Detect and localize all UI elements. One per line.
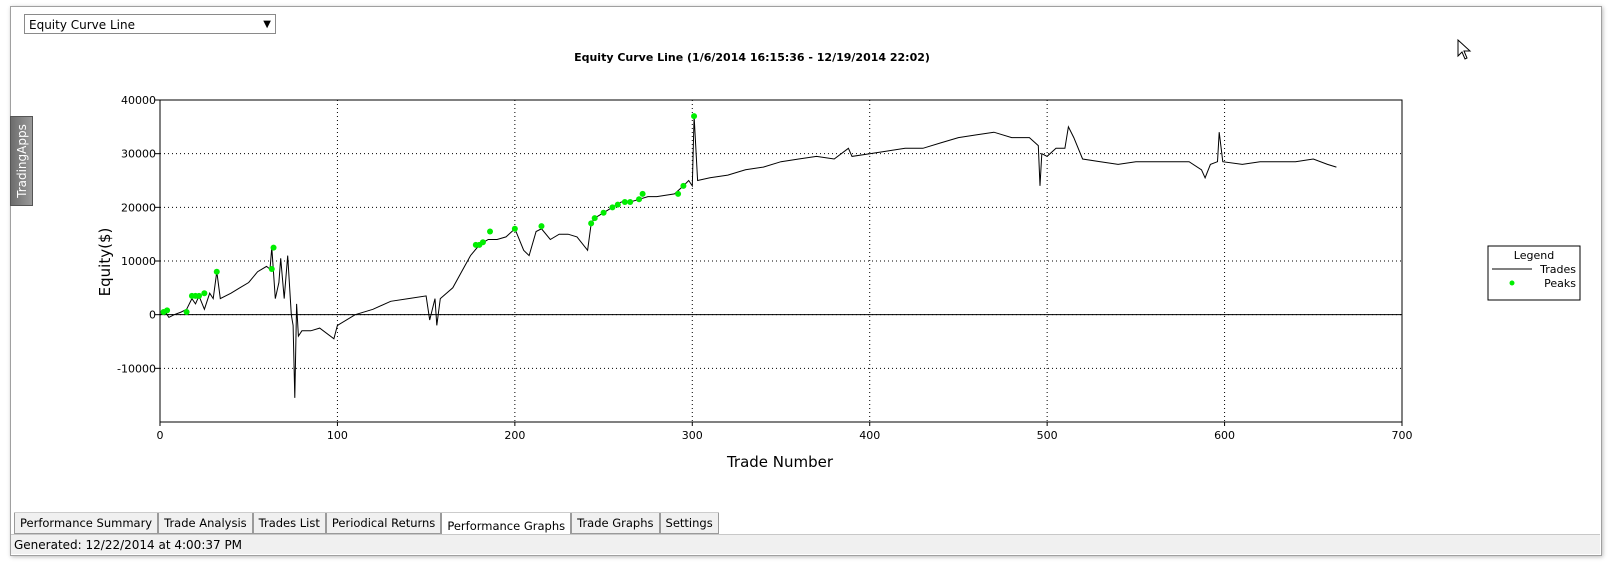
plot-frame	[159, 99, 1403, 423]
legend-title: Legend	[1514, 249, 1554, 262]
legend-box	[1487, 245, 1581, 301]
legend-label: Peaks	[1544, 277, 1576, 290]
peak-point	[588, 220, 595, 227]
side-tab[interactable]: TradingApps	[10, 116, 33, 206]
y-tick-label: 30000	[121, 148, 156, 161]
peak-point	[609, 204, 616, 211]
legend-label: Trades	[1539, 263, 1576, 276]
tab[interactable]: Performance Graphs	[441, 513, 572, 537]
y-tick-label: -10000	[117, 362, 156, 375]
x-tick-label: 200	[504, 429, 525, 442]
x-tick-label: 600	[1214, 429, 1235, 442]
peak-point	[201, 290, 208, 297]
x-tick-label: 0	[157, 429, 164, 442]
peak-point	[636, 196, 643, 203]
peak-point	[268, 266, 275, 273]
peak-point	[691, 113, 698, 120]
x-tick-label: 100	[327, 429, 348, 442]
peak-point	[270, 244, 277, 251]
legend-swatch	[1509, 280, 1515, 286]
y-tick-label: 20000	[121, 201, 156, 214]
x-axis-label: Trade Number	[726, 453, 834, 471]
peak-point	[538, 223, 545, 230]
x-tick-label: 300	[682, 429, 703, 442]
peak-point	[600, 209, 607, 216]
panel	[10, 6, 1602, 556]
x-tick-label: 500	[1037, 429, 1058, 442]
tab[interactable]: Trades List	[252, 513, 326, 534]
peak-point	[591, 215, 598, 222]
status-bar: Generated: 12/22/2014 at 4:00:37 PM	[11, 534, 1600, 554]
chart: Equity Curve Line (1/6/2014 16:15:36 - 1…	[96, 38, 1581, 471]
peak-point	[614, 201, 621, 208]
peak-point	[680, 182, 687, 189]
peak-point	[213, 268, 220, 275]
peak-point	[675, 190, 682, 197]
y-tick-label: 0	[149, 309, 156, 322]
peak-point	[196, 292, 203, 299]
status-text: Generated: 12/22/2014 at 4:00:37 PM	[14, 538, 243, 552]
peak-point	[621, 198, 628, 205]
x-tick-label: 700	[1392, 429, 1413, 442]
y-tick-label: 10000	[121, 255, 156, 268]
peak-point	[479, 239, 486, 246]
peak-point	[487, 228, 494, 235]
tab[interactable]: Settings	[659, 513, 719, 534]
peak-point	[627, 198, 634, 205]
select-text: Equity Curve Line	[29, 18, 135, 32]
tab[interactable]: Performance Summary	[14, 513, 159, 534]
equity-line	[159, 116, 1337, 398]
peak-point	[639, 190, 646, 197]
chart-select[interactable]: Equity Curve Line ▼	[24, 14, 276, 34]
peak-point	[511, 225, 518, 232]
peak-point	[164, 307, 171, 314]
x-tick-label: 400	[859, 429, 880, 442]
y-axis-label: Equity($)	[96, 228, 114, 297]
peak-point	[183, 308, 190, 315]
tab[interactable]: Trade Graphs	[571, 513, 660, 534]
chart-title: Equity Curve Line (1/6/2014 16:15:36 - 1…	[574, 51, 930, 64]
tab[interactable]: Trade Analysis	[158, 513, 253, 534]
y-tick-label: 40000	[121, 94, 156, 107]
tab-bar: Performance Summary Trade Analysis Trades …	[14, 512, 719, 537]
mouse-cursor	[1457, 38, 1472, 60]
tab[interactable]: Periodical Returns	[325, 513, 442, 534]
